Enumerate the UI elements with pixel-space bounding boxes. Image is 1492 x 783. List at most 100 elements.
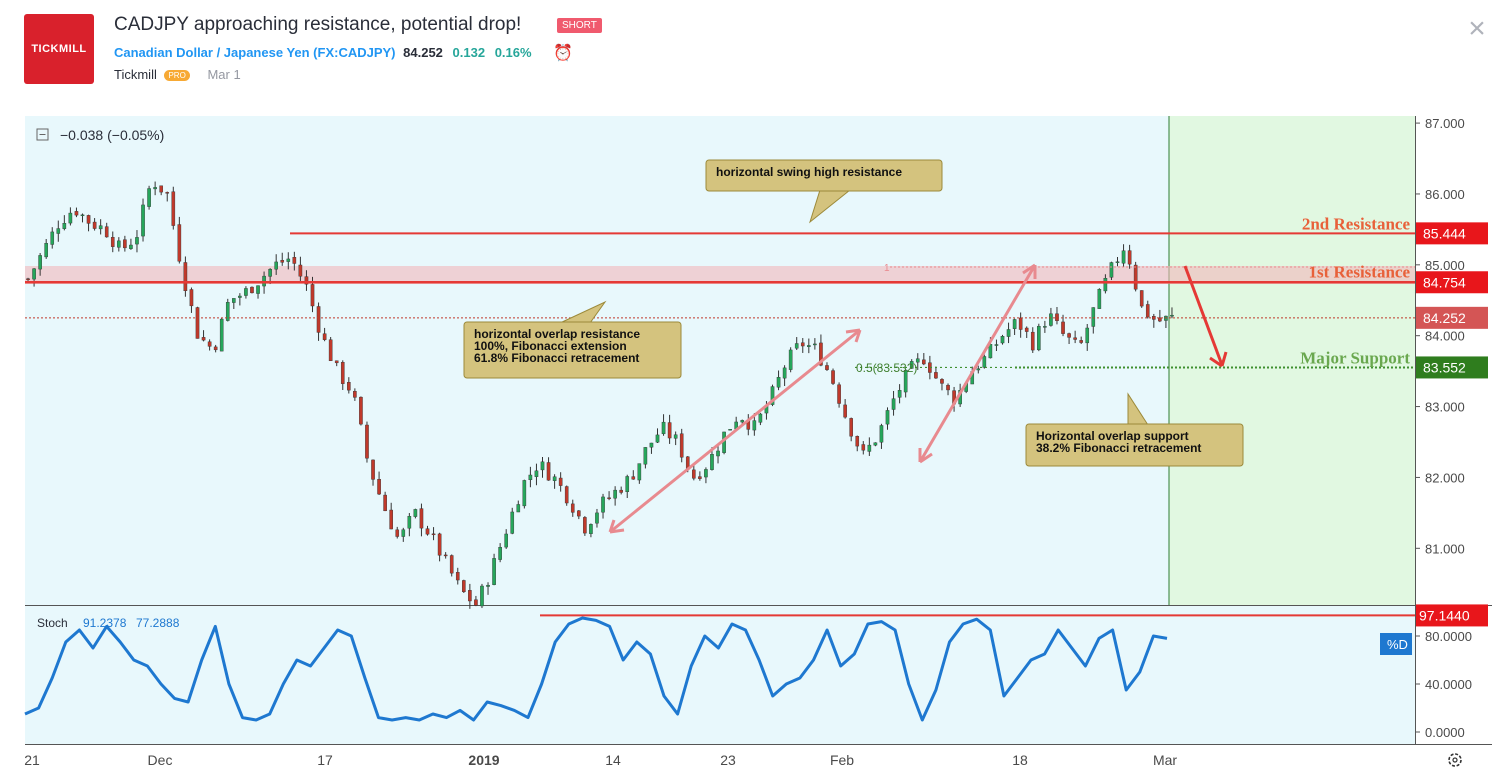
- candle-body: [123, 239, 127, 249]
- trend-arrow-2: [918, 264, 1037, 463]
- candle-body: [56, 228, 61, 234]
- candle-body: [498, 546, 502, 560]
- price-tick-label: 85.000: [1425, 258, 1465, 273]
- candle-body: [26, 278, 30, 280]
- candle-body: [486, 584, 490, 587]
- candle-body: [782, 367, 787, 379]
- candle-body: [244, 288, 248, 296]
- candle-body: [32, 268, 36, 280]
- candle-body: [564, 486, 569, 504]
- candle-body: [552, 476, 557, 481]
- candle-body: [982, 356, 987, 368]
- candle-body: [1139, 290, 1144, 307]
- candle-body: [534, 470, 539, 477]
- settings-button[interactable]: [1448, 753, 1462, 767]
- stoch-tick-label: 80.0000: [1425, 629, 1472, 644]
- projection-arrow-head: [1209, 351, 1228, 368]
- callout-swing-high-text: horizontal swing high resistance: [716, 165, 902, 179]
- candle-body: [1024, 327, 1029, 332]
- candle-body: [413, 509, 418, 517]
- candle-body: [1103, 278, 1108, 292]
- author-name[interactable]: Tickmill: [114, 67, 157, 82]
- major-support-label: Major Support: [1300, 348, 1410, 367]
- candle-body: [86, 215, 91, 224]
- candle-body: [359, 396, 363, 425]
- candle-body: [1091, 307, 1096, 327]
- candles-group: [26, 181, 1174, 609]
- candle-body: [849, 418, 853, 437]
- candle-body: [1085, 327, 1090, 344]
- projection-arrow: [1183, 265, 1224, 366]
- stoch-legend-tag: %D: [1387, 637, 1408, 652]
- candle-body: [371, 459, 375, 480]
- candle-body: [601, 496, 605, 513]
- candle-body: [310, 284, 315, 307]
- candle-body: [1012, 319, 1017, 329]
- candle-body: [104, 226, 109, 238]
- candle-body: [740, 420, 745, 423]
- stoch-tick-label: 40.0000: [1425, 677, 1472, 692]
- tag-second-resistance: 85.444: [1423, 225, 1466, 241]
- candle-body: [595, 512, 599, 524]
- candle-body: [189, 289, 194, 307]
- candle-body: [1133, 264, 1138, 290]
- alarm-icon[interactable]: ⏰: [553, 45, 573, 62]
- candle-body: [431, 533, 436, 536]
- candle-body: [286, 258, 291, 262]
- trend-arrow-1-head-a: [608, 519, 625, 534]
- candle-body: [885, 410, 890, 425]
- candle-body: [74, 211, 79, 216]
- candle-body: [1115, 261, 1120, 263]
- collapse-toggle[interactable]: [36, 128, 49, 141]
- gear-icon[interactable]: [1448, 753, 1462, 767]
- forecast-zone: [1169, 116, 1415, 605]
- candle-body: [419, 508, 424, 529]
- candle-body: [171, 191, 176, 226]
- axes-group: 87.000 86.000 85.000 84.000 83.000 82.000 81.0…: [24, 116, 1472, 768]
- candle-body: [316, 306, 321, 333]
- candle-body: [698, 476, 702, 479]
- candle-body: [455, 572, 460, 581]
- candle-body: [110, 237, 115, 247]
- candle-body: [135, 237, 139, 245]
- candle-body: [298, 264, 303, 277]
- candle-body: [625, 476, 630, 493]
- candle-body: [631, 476, 636, 480]
- resistance-zone: [25, 266, 1415, 284]
- callout-swing-high-box: [705, 159, 943, 192]
- candle-body: [940, 379, 944, 384]
- idea-title: CADJPY approaching resistance, potential…: [114, 14, 522, 35]
- stoch-d-value: 77.2888: [136, 616, 180, 630]
- candle-body: [256, 285, 260, 294]
- candle-body: [516, 504, 521, 513]
- author-line: Tickmill PRO Mar 1: [114, 67, 241, 82]
- levels-group: 1 0.5(83.532) 2nd Resistance 1st Resistance…: [25, 214, 1488, 379]
- candle-body: [643, 447, 648, 465]
- change-label: −0.038 (−0.05%): [60, 127, 164, 143]
- candle-body: [976, 368, 981, 371]
- close-icon[interactable]: ×: [1468, 12, 1486, 45]
- candle-body: [468, 590, 472, 602]
- candle-body: [522, 480, 527, 507]
- stoch-d-line: [24, 616, 1168, 722]
- symbol-link[interactable]: Canadian Dollar / Japanese Yen (FX:CADJP…: [114, 45, 396, 60]
- tag-last-price: 84.252: [1423, 310, 1466, 326]
- candle-body: [540, 461, 545, 471]
- candle-body: [909, 361, 914, 369]
- candle-body: [819, 342, 823, 366]
- callout-overlap-resistance-text: horizontal overlap resistance: [474, 327, 640, 341]
- candle-body: [728, 429, 732, 431]
- candle-body: [1006, 329, 1011, 337]
- first-resistance-label: 1st Resistance: [1308, 262, 1410, 281]
- candle-body: [607, 497, 611, 499]
- candle-body: [480, 585, 484, 607]
- candle-body: [92, 221, 97, 229]
- candle-body: [528, 474, 533, 481]
- candle-body: [225, 302, 230, 321]
- symbol-change-pct: 0.16%: [494, 45, 532, 60]
- stoch-pane[interactable]: [25, 606, 1415, 744]
- tag-last-price-bg: [1416, 306, 1488, 329]
- candle-body: [1049, 313, 1053, 326]
- candle-body: [207, 341, 212, 347]
